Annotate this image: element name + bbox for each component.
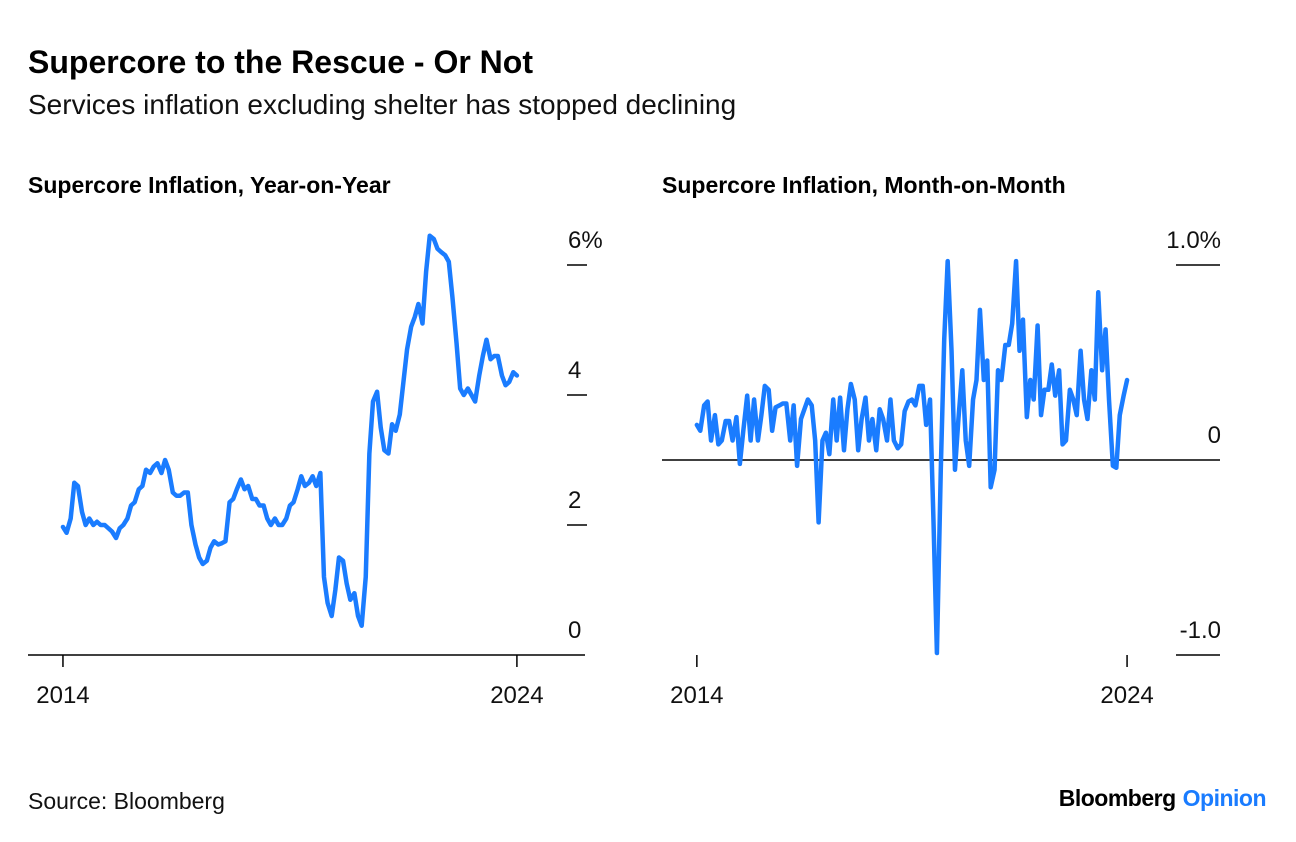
y-tick-label: 2 xyxy=(568,487,581,514)
brand-tag: Opinion xyxy=(1183,785,1266,811)
panel-title: Supercore Inflation, Month-on-Month xyxy=(662,172,1066,198)
x-tick-label: 2024 xyxy=(490,682,543,709)
data-line xyxy=(694,258,1130,656)
y-tick-label: 4 xyxy=(568,357,581,384)
chart-subtitle: Services inflation excluding shelter has… xyxy=(28,89,736,120)
y-tick-label: 6% xyxy=(568,227,603,254)
brand: Bloomberg Opinion xyxy=(1059,785,1266,811)
data-line xyxy=(60,233,520,628)
y-tick-label: -1.0 xyxy=(1180,617,1221,644)
y-tick-label: 0 xyxy=(568,617,581,644)
source: Source: Bloomberg xyxy=(28,788,225,814)
y-tick-label: 0 xyxy=(1208,422,1221,449)
x-tick-label: 2014 xyxy=(670,682,723,709)
chart-title: Supercore to the Rescue - Or Not xyxy=(28,44,533,80)
panel-title: Supercore Inflation, Year-on-Year xyxy=(28,172,391,198)
x-tick-label: 2024 xyxy=(1100,682,1153,709)
brand-name: Bloomberg xyxy=(1059,785,1176,811)
x-tick-label: 2014 xyxy=(36,682,89,709)
y-tick-label: 1.0% xyxy=(1166,227,1221,254)
